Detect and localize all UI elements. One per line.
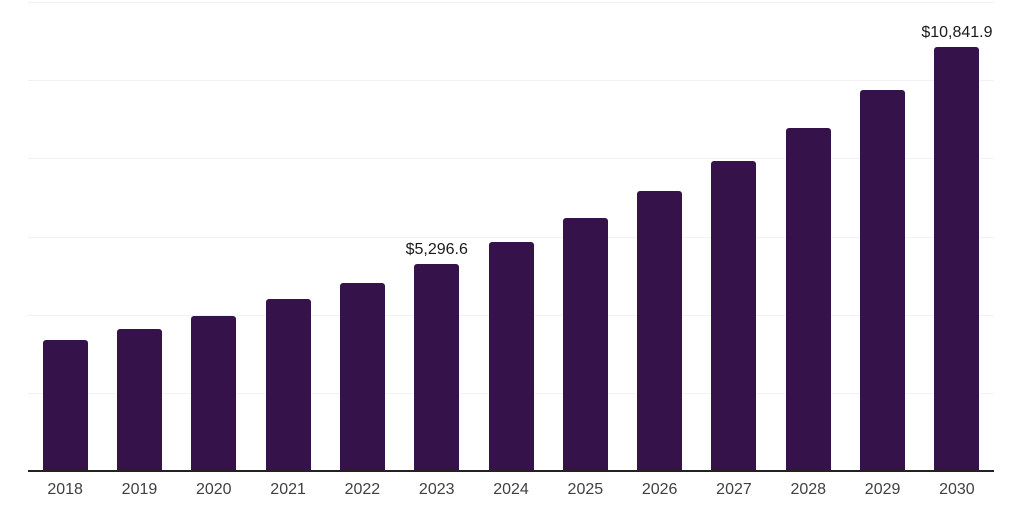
gridline-10000 [28, 80, 994, 82]
bar-slot-2021 [251, 2, 325, 471]
x-tick-2026: 2026 [641, 481, 678, 498]
plot-area: $5,296.6 $10,841.9 [28, 2, 994, 472]
gridline-12000 [28, 2, 994, 3]
bars: $5,296.6 $10,841.9 [28, 2, 994, 471]
bar-2024 [488, 241, 534, 471]
x-tick-2021: 2021 [270, 481, 306, 498]
bar-2018 [42, 340, 88, 471]
bar-2029 [860, 89, 906, 471]
bar-2021 [265, 299, 311, 471]
bar-2030: $10,841.9 [921, 24, 993, 471]
bar-2027 [711, 161, 757, 471]
x-tick-2030: 2030 [939, 481, 975, 498]
bar-slot-2030: $10,841.9 [920, 2, 994, 471]
bar-slot-2027 [697, 2, 771, 471]
bar-slot-2028 [771, 2, 845, 471]
x-tick-2022: 2022 [344, 481, 381, 498]
x-tick-2019: 2019 [121, 481, 158, 498]
bar-slot-2023: $5,296.6 [400, 2, 474, 471]
bar-2020 [191, 316, 237, 471]
gridline-6000 [28, 236, 994, 238]
bar-slot-2024 [474, 2, 548, 471]
bar-2023: $5,296.6 [406, 241, 468, 471]
x-axis-line [28, 470, 994, 472]
x-tick-2027: 2027 [716, 481, 752, 498]
gridline-8000 [28, 158, 994, 160]
bar-slot-2026 [623, 2, 697, 471]
x-tick-2024: 2024 [493, 481, 529, 498]
bar-2026 [637, 191, 683, 471]
x-tick-2023: 2023 [418, 481, 455, 498]
x-axis-labels: 2018 2019 2020 2021 2022 2023 2024 2025 2026 2027… [28, 481, 994, 499]
data-label-2023: $5,296.6 [405, 241, 468, 258]
x-tick-2028: 2028 [790, 481, 827, 498]
bar-slot-2020 [177, 2, 251, 471]
x-tick-2025: 2025 [567, 481, 604, 498]
bar-2019 [116, 329, 162, 471]
bar-slot-2022 [325, 2, 399, 471]
bar-2022 [339, 283, 385, 471]
bar-slot-2025 [548, 2, 622, 471]
data-label-2030: $10,841.9 [921, 24, 993, 42]
bar-slot-2019 [102, 2, 176, 471]
bar-slot-2018 [28, 2, 102, 471]
bar-slot-2029 [845, 2, 919, 471]
x-tick-2020: 2020 [195, 481, 232, 498]
x-tick-2029: 2029 [864, 481, 901, 498]
bar-2025 [562, 218, 608, 471]
bar-2028 [785, 128, 831, 471]
x-tick-2018: 2018 [47, 481, 83, 498]
